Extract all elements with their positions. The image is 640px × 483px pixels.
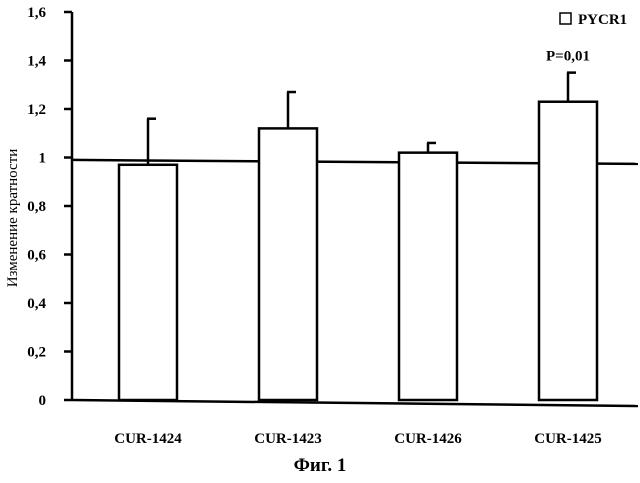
x-tick-label: CUR-1425 [534, 431, 602, 447]
y-axis: 0 0,2 0,4 0,6 0,8 1 1,2 1,4 1,6 [27, 5, 72, 409]
figure-caption: Фиг. 1 [0, 455, 640, 477]
x-axis: CUR-1424 CUR-1423 CUR-1426 CUR-1425 [72, 400, 638, 447]
bar [119, 165, 177, 400]
x-tick-label: CUR-1424 [114, 431, 182, 447]
y-tick-label: 1,6 [27, 5, 46, 21]
y-tick-label: 0,2 [27, 345, 46, 361]
y-tick-label: 0 [39, 393, 47, 409]
y-tick-label: 0,6 [27, 248, 46, 264]
legend-label: PYCR1 [578, 12, 627, 28]
bars: P=0,01 [119, 49, 597, 400]
y-axis-label: Изменение кратности [5, 149, 21, 288]
annotation-label: P=0,01 [546, 49, 590, 65]
y-tick-label: 0,4 [27, 296, 46, 312]
x-tick-label: CUR-1423 [254, 431, 322, 447]
legend: PYCR1 [560, 12, 627, 28]
y-tick-label: 1,4 [27, 54, 46, 70]
y-tick-label: 1,2 [27, 102, 46, 118]
bar [539, 102, 597, 400]
y-tick-label: 0,8 [27, 199, 46, 215]
bar [399, 153, 457, 400]
bar-chart: 00,20,40,60,811,21,41,6 P=0,01 CUR-1424C… [0, 0, 640, 450]
x-tick-label: CUR-1426 [394, 431, 462, 447]
y-tick-label: 1 [39, 151, 47, 167]
bar [259, 128, 317, 400]
legend-swatch [560, 13, 571, 24]
